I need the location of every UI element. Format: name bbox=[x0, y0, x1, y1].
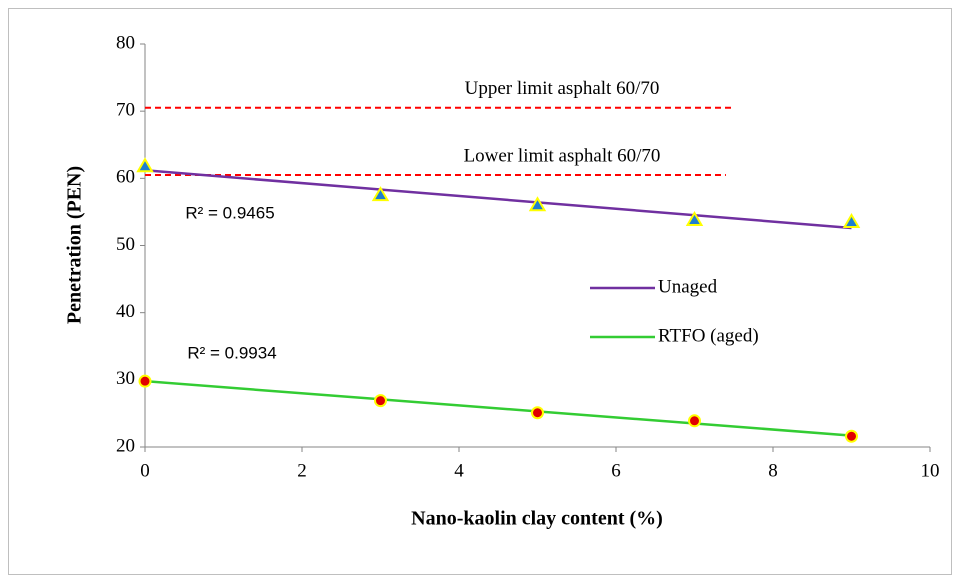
y-tick-label: 40 bbox=[116, 301, 135, 322]
reference-label: Upper limit asphalt 60/70 bbox=[465, 78, 660, 99]
marker bbox=[688, 414, 701, 428]
y-tick-label: 60 bbox=[116, 167, 135, 188]
x-tick-label: 8 bbox=[768, 460, 778, 481]
x-tick-label: 0 bbox=[140, 460, 150, 481]
x-tick-label: 4 bbox=[454, 460, 464, 481]
marker bbox=[528, 196, 547, 212]
legend-label: Unaged bbox=[658, 276, 718, 297]
x-tick-label: 2 bbox=[297, 460, 307, 481]
y-tick-label: 70 bbox=[116, 100, 135, 121]
y-tick-label: 50 bbox=[116, 234, 135, 255]
reference-label: Lower limit asphalt 60/70 bbox=[464, 145, 661, 166]
marker bbox=[138, 374, 152, 388]
x-axis-title: Nano-kaolin clay content (%) bbox=[411, 508, 663, 530]
trendline bbox=[144, 169, 852, 230]
y-axis-title: Penetration (PEN) bbox=[64, 166, 86, 324]
r2-label: R² = 0.9934 bbox=[187, 343, 276, 362]
legend-label: RTFO (aged) bbox=[658, 325, 759, 346]
y-tick-label: 30 bbox=[116, 368, 135, 389]
chart-border bbox=[8, 8, 952, 575]
marker bbox=[845, 429, 858, 443]
marker bbox=[371, 186, 390, 202]
marker bbox=[374, 394, 387, 408]
trendline bbox=[144, 379, 852, 437]
r2-label: R² = 0.9465 bbox=[185, 203, 274, 222]
marker bbox=[531, 406, 544, 420]
marker bbox=[842, 213, 861, 228]
y-tick-label: 20 bbox=[116, 435, 135, 456]
x-tick-label: 6 bbox=[611, 460, 621, 481]
marker bbox=[685, 210, 704, 226]
y-tick-label: 80 bbox=[116, 32, 135, 53]
x-tick-label: 10 bbox=[921, 460, 940, 481]
marker bbox=[136, 157, 154, 173]
